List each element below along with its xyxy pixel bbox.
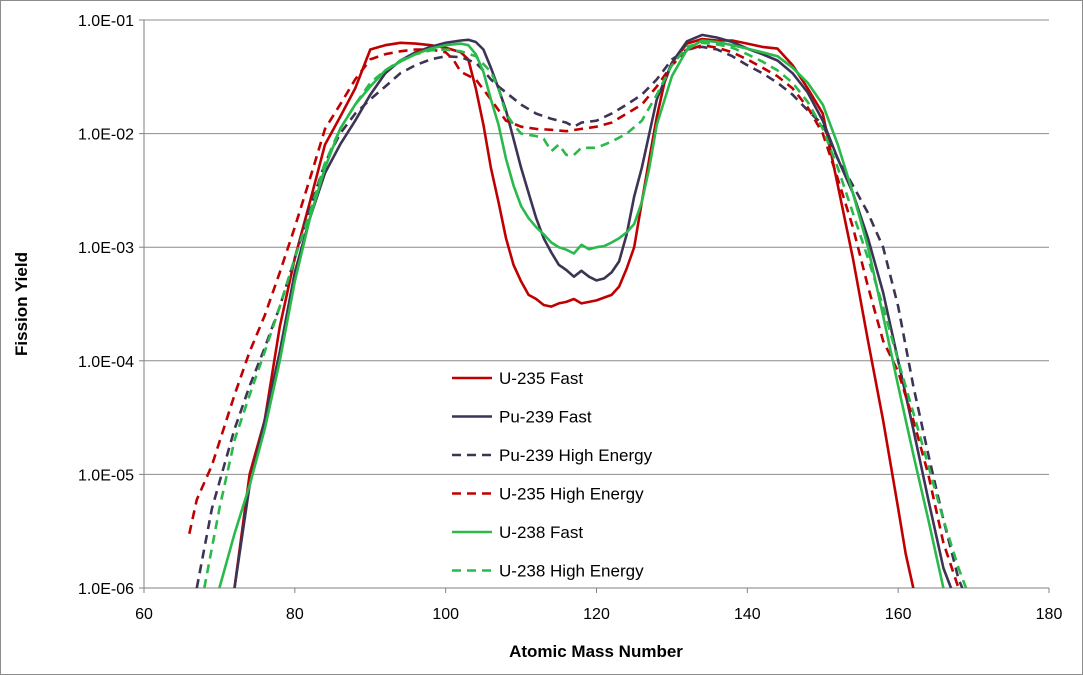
y-tick-label: 1.0E-02: [78, 127, 134, 144]
series-line-pu-239-high-energy: [195, 45, 964, 588]
y-tick-label: 1.0E-03: [78, 240, 134, 257]
series-line-u-238-high-energy: [203, 41, 968, 588]
series-layer: [188, 33, 968, 588]
x-tick-label: 180: [1036, 606, 1063, 623]
series-line-u-235-fast: [233, 37, 915, 588]
legend: U-235 Fast Pu-239 Fast Pu-239 High Energy U…: [452, 369, 653, 581]
legend-label-u-235-fast: U-235 Fast: [499, 369, 583, 388]
y-axis-title: Fission Yield: [12, 252, 31, 356]
x-tick-label: 120: [583, 606, 610, 623]
x-tick-label: 160: [885, 606, 912, 623]
x-tick-label: 140: [734, 606, 761, 623]
y-tick-label: 1.0E-06: [78, 581, 134, 598]
y-tick-label: 1.0E-04: [78, 354, 134, 371]
legend-label-u-238-fast: U-238 Fast: [499, 523, 583, 542]
legend-label-u-235-high-energy: U-235 High Energy: [499, 485, 644, 504]
series-line-u-235-high-energy: [188, 43, 960, 588]
x-tick-label: 60: [135, 606, 153, 623]
x-axis-title: Atomic Mass Number: [509, 642, 683, 661]
series-line-pu-239-fast: [233, 33, 953, 588]
legend-label-u-238-high-energy: U-238 High Energy: [499, 562, 644, 581]
x-tick-label: 80: [286, 606, 304, 623]
x-tick-label: 100: [432, 606, 459, 623]
y-tick-label: 1.0E-05: [78, 467, 134, 484]
y-tick-label: 1.0E-01: [78, 13, 134, 30]
legend-label-pu-239-high-energy: Pu-239 High Energy: [499, 446, 653, 465]
legend-label-pu-239-fast: Pu-239 Fast: [499, 408, 592, 427]
y-tick-labels: 1.0E-06 1.0E-05 1.0E-04 1.0E-03 1.0E-02 1.0E-…: [78, 13, 144, 598]
series-line-u-238-fast: [218, 39, 945, 588]
x-tick-labels: 60 80 100 120 140 160 180: [135, 588, 1062, 623]
